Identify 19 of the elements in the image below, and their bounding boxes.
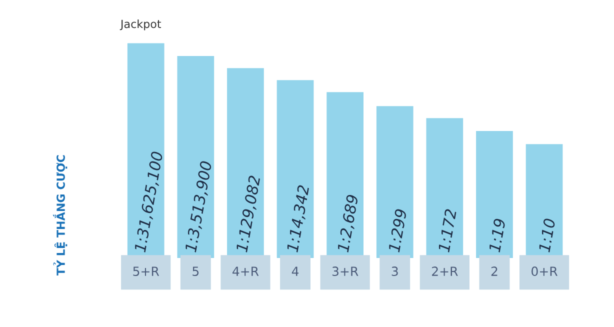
annotation: 1:2,689 [337, 194, 360, 253]
x-tick-label: 5+R [133, 266, 160, 276]
annotation: 1:10 [538, 218, 556, 252]
x-tick-label: 3+R [332, 266, 358, 276]
annotation: 1:14,342 [286, 184, 311, 253]
text: Jackpot [120, 20, 162, 30]
x-tick-label: 4 [292, 266, 299, 276]
annotation: 1:3,513,900 [184, 160, 214, 253]
annotation: 1:129,082 [236, 175, 262, 253]
x-tick-label: 3 [392, 266, 398, 276]
x-tick-label: 2 [491, 266, 498, 276]
x-tick-label: 4+R [232, 266, 259, 276]
y-axis-title: TỶ LỆ THẮNG CƯỢC [53, 155, 68, 276]
annotation: 1:172 [438, 208, 456, 252]
x-tick-label: 5 [192, 266, 199, 276]
x-tick-label: 2+R [432, 266, 458, 276]
annotation: 1:299 [388, 208, 407, 252]
x-tick-label: 0+R [532, 266, 558, 276]
annotation: 1:19 [488, 218, 506, 252]
